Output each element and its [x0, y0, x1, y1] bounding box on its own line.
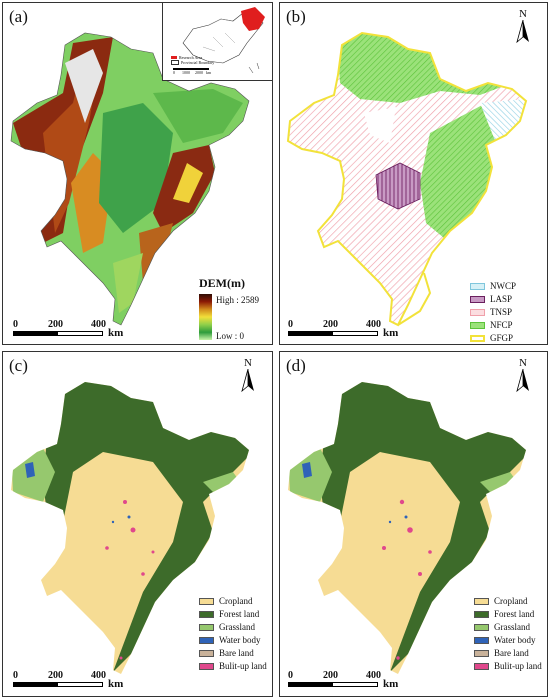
program-legend: NWCP LASP TNSP NFCP GFGP: [470, 280, 516, 344]
legend-item-builtup: Bulit-up land: [199, 660, 267, 673]
panel-b-program-map: (b) N NWCP LASP TNSP NFCP GFGP 0 200 400…: [279, 2, 548, 345]
china-location-inset: Research Area Provincial Boundary 0 1000…: [162, 3, 272, 81]
legend-item-tnsp: TNSP: [470, 306, 516, 319]
legend-item-cropland: Cropland: [199, 595, 267, 608]
landuse-legend: Cropland Forest land Grassland Water bod…: [474, 595, 542, 673]
legend-item-bare: Bare land: [199, 647, 267, 660]
north-arrow-icon: [516, 20, 529, 44]
north-arrow-icon: [241, 369, 254, 393]
dem-color-ramp: [199, 294, 212, 340]
legend-item-lasp: LASP: [470, 293, 516, 306]
inset-legend: Research Area Provincial Boundary: [171, 55, 214, 65]
legend-item-water: Water body: [199, 634, 267, 647]
cropland-swatch: [199, 598, 214, 605]
legend-item-grassland: Grassland: [474, 621, 542, 634]
panel-c-landuse-map: (c) N Cropland Forest land Grassland Wat…: [2, 351, 273, 697]
inset-scale-bar: 0 1000 2000 km: [173, 68, 212, 75]
legend-item-gfgp: GFGP: [470, 332, 516, 344]
scale-bar: 0 200 400 km: [288, 670, 399, 690]
legend-item-grassland: Grassland: [199, 621, 267, 634]
panel-label: (c): [9, 356, 28, 375]
north-arrow-icon: [516, 369, 529, 393]
research-area-highlight: [241, 7, 265, 31]
panel-label: (d): [286, 356, 306, 375]
dem-map: [10, 32, 250, 326]
legend-item-water: Water body: [474, 634, 542, 647]
scale-bar: 0 200 400 km: [13, 670, 124, 690]
legend-item-nwcp: NWCP: [470, 280, 516, 293]
panel-d-landuse-map: (d) N Cropland Forest land Grassland Wat…: [279, 351, 548, 697]
scale-bar: 0 200 400 km: [13, 319, 124, 339]
panel-label: (a): [9, 7, 28, 26]
china-outline-map: [182, 7, 265, 74]
scale-bar: 0 200 400 km: [288, 319, 399, 339]
panel-a-dem-map: (a) Research Area Provincial Boundary: [2, 2, 273, 345]
north-arrow: N: [516, 9, 530, 44]
legend-item-builtup: Bulit-up land: [474, 660, 542, 673]
program-map: [287, 32, 527, 326]
legend-item-bare: Bare land: [474, 647, 542, 660]
legend-item-forest: Forest land: [474, 608, 542, 621]
legend-item-cropland: Cropland: [474, 595, 542, 608]
north-arrow: N: [241, 358, 255, 393]
north-arrow: N: [516, 358, 530, 393]
legend-item-forest: Forest land: [199, 608, 267, 621]
landuse-legend: Cropland Forest land Grassland Water bod…: [199, 595, 267, 673]
legend-item-nfcp: NFCP: [470, 319, 516, 332]
dem-legend: DEM(m) High : 2589 Low : 0: [199, 276, 260, 341]
panel-label: (b): [286, 7, 306, 26]
